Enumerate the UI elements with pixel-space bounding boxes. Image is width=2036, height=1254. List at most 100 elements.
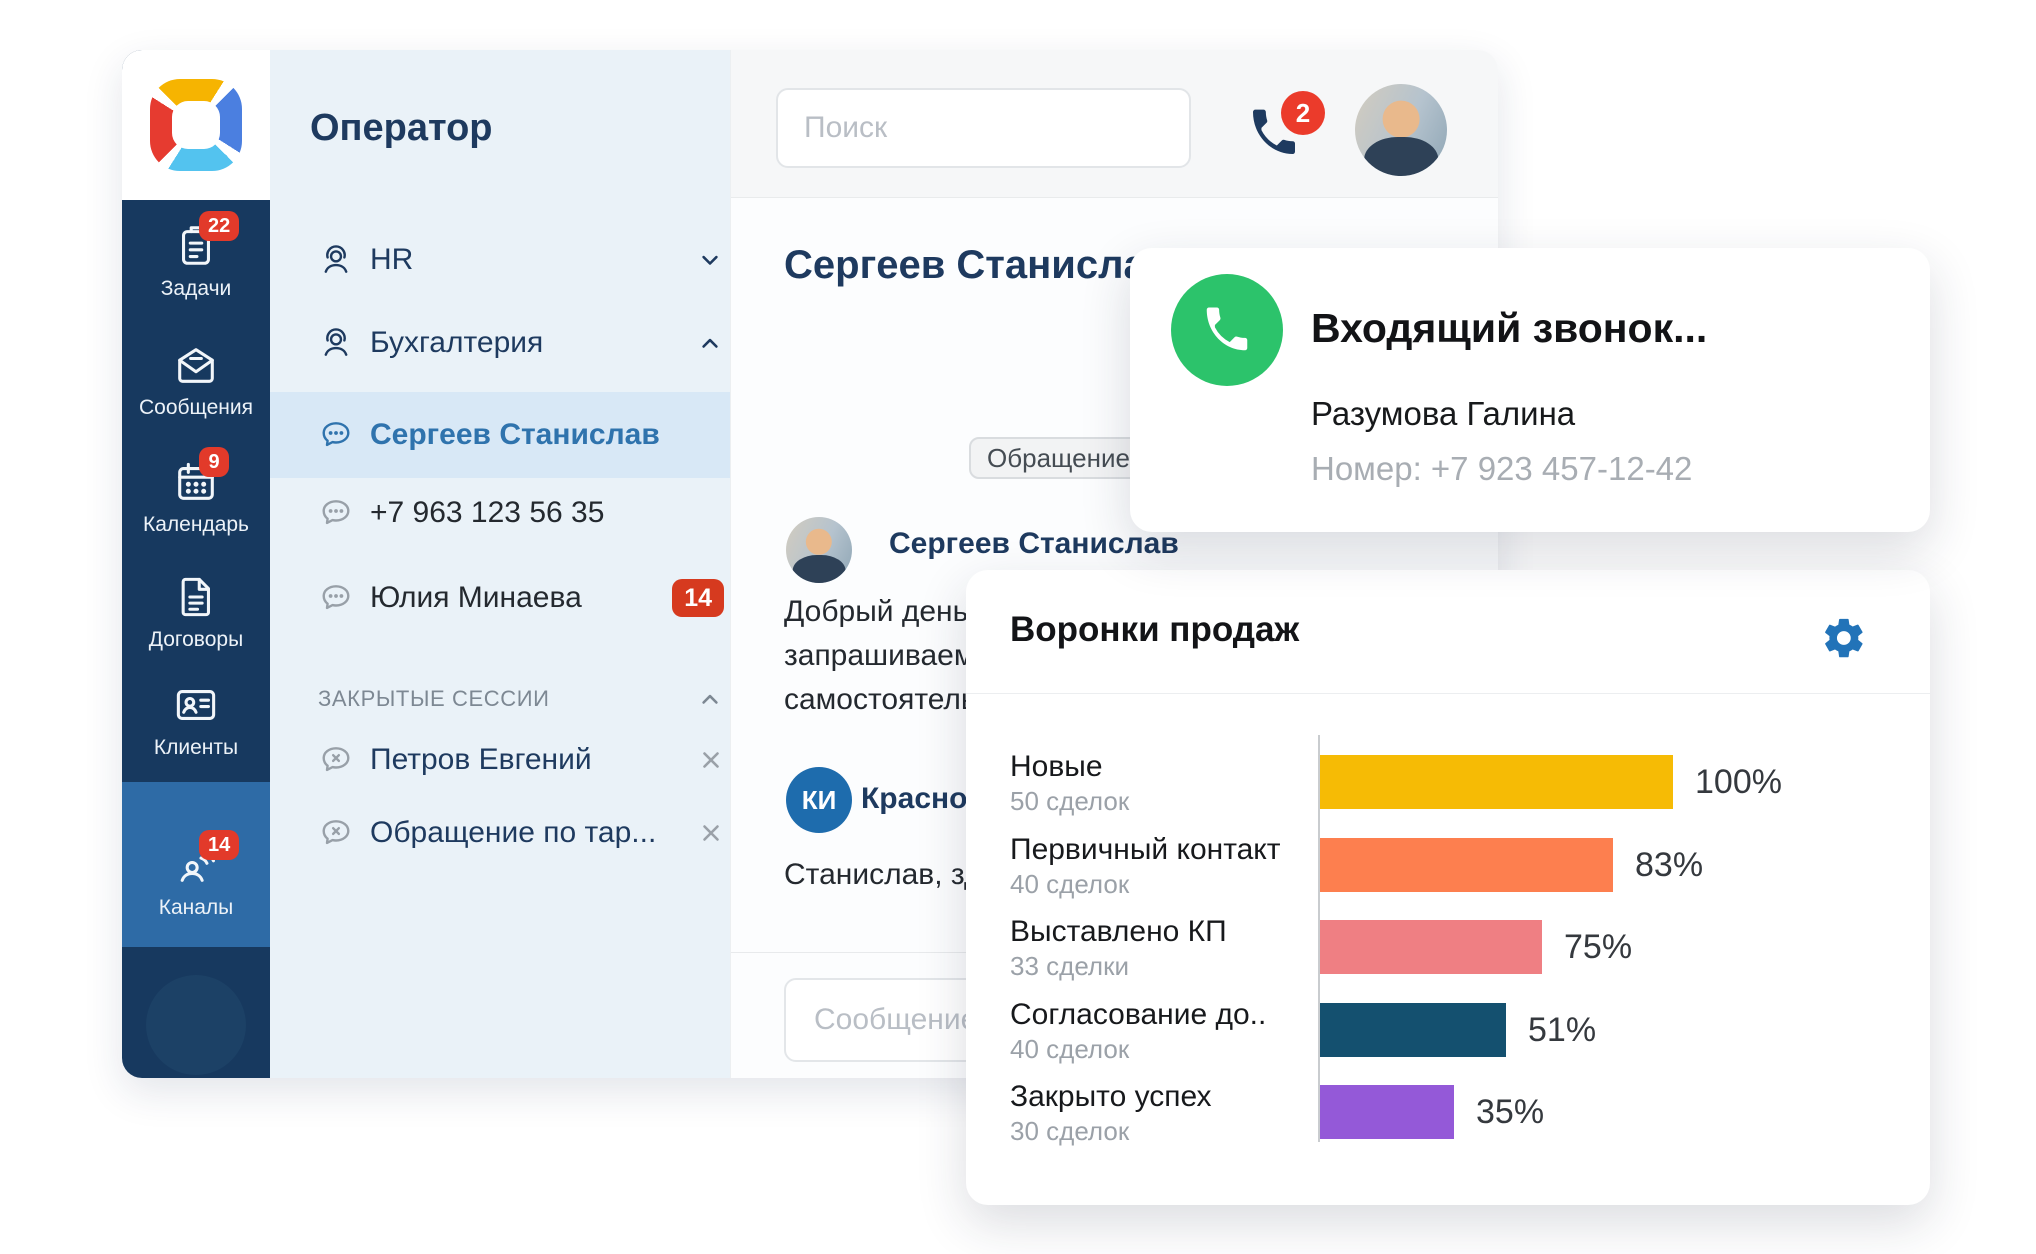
- stage-percent: 51%: [1528, 1010, 1597, 1049]
- agent-icon: [318, 242, 354, 278]
- chat-bubble-icon: [318, 417, 354, 453]
- calendar-icon: 9: [173, 447, 229, 505]
- message-line: Добрый день!: [784, 595, 977, 628]
- sidebar-item-contracts[interactable]: Договоры: [122, 574, 270, 652]
- message-author: Сергеев Станислав: [889, 527, 1179, 560]
- chevron-down-icon[interactable]: [696, 246, 724, 274]
- message-text: Станислав, зд: [784, 853, 981, 897]
- divider: [966, 693, 1930, 694]
- panel-title: Оператор: [310, 107, 493, 149]
- group-row-hr[interactable]: HR: [318, 235, 724, 285]
- message-avatar-initials: КИ: [786, 767, 852, 833]
- incoming-call-popup[interactable]: Входящий звонок... Разумова Галина Номер…: [1130, 248, 1930, 532]
- messages-label: Сообщения: [139, 396, 253, 419]
- chat-label-selected: Сергеев Станислав: [370, 418, 660, 451]
- call-popup-title: Входящий звонок...: [1311, 305, 1708, 351]
- stage-percent: 83%: [1635, 845, 1704, 884]
- stage-bar[interactable]: [1320, 1085, 1454, 1139]
- operator-panel: Оператор HR Бухгалтерия Сергеев С: [270, 50, 730, 1078]
- stage-percent: 35%: [1476, 1092, 1545, 1131]
- logo-cell: [122, 50, 270, 200]
- group-row-accounting[interactable]: Бухгалтерия: [318, 318, 724, 368]
- calendar-label: Календарь: [143, 513, 249, 536]
- gear-icon[interactable]: [1821, 615, 1867, 661]
- stage-percent: 100%: [1695, 762, 1782, 801]
- group-label: Бухгалтерия: [370, 326, 544, 359]
- close-icon[interactable]: [698, 747, 724, 773]
- stage-deals: 40 сделок: [1010, 1034, 1130, 1064]
- chevron-up-icon[interactable]: [696, 685, 724, 713]
- sidebar-item-channels[interactable]: 14 Каналы: [122, 782, 270, 947]
- funnel-stage-row: Новые 50 сделок 100%: [966, 738, 1930, 822]
- phone-icon[interactable]: [1246, 105, 1302, 161]
- contracts-icon: [173, 574, 219, 620]
- funnel-stage-row: Согласование до.. 40 сделок 51%: [966, 986, 1930, 1070]
- chat-bubble-x-icon: [318, 742, 354, 778]
- message-text: Добрый день! запрашиваем самостоятель: [784, 590, 977, 722]
- caller-number: Номер: +7 923 457-12-42: [1311, 450, 1693, 487]
- calls-count-badge: 2: [1281, 91, 1325, 135]
- message-avatar: [786, 517, 852, 583]
- channels-badge: 14: [199, 830, 240, 860]
- chat-bubble-x-icon: [318, 815, 354, 851]
- chat-label: Юлия Минаева: [370, 581, 582, 614]
- closed-session-label: Петров Евгений: [370, 743, 592, 776]
- main-header: 2: [731, 50, 1498, 198]
- closed-sessions-header[interactable]: ЗАКРЫТЫЕ СЕССИИ: [318, 682, 724, 716]
- chat-title: Сергеев Станислав: [784, 243, 1171, 287]
- agent-icon: [318, 325, 354, 361]
- channels-icon: 14: [173, 830, 240, 888]
- unread-badge: 14: [672, 579, 724, 617]
- chart-axis: [1318, 735, 1320, 1142]
- chat-row-sergeev[interactable]: Сергеев Станислав: [318, 410, 724, 460]
- stage-label: Согласование до..: [1010, 998, 1267, 1031]
- sales-funnel-popup: Воронки продаж Новые 50 сделок 100% Перв…: [966, 570, 1930, 1205]
- user-avatar[interactable]: [1355, 84, 1447, 176]
- funnel-stage-row: Выставлено КП 33 сделки 75%: [966, 903, 1930, 987]
- message-line: запрашиваем: [784, 639, 975, 672]
- closed-session-row-tariff[interactable]: Обращение по тар...: [318, 808, 724, 858]
- calendar-badge: 9: [199, 447, 229, 477]
- message-line: самостоятель: [784, 683, 977, 716]
- closed-session-row-petrov[interactable]: Петров Евгений: [318, 735, 724, 785]
- chat-bubble-icon: [318, 495, 354, 531]
- sidebar-item-tasks[interactable]: 22 Задачи: [122, 211, 270, 301]
- stage-label: Выставлено КП: [1010, 915, 1227, 948]
- chat-label: +7 963 123 56 35: [370, 496, 605, 529]
- stage-bar[interactable]: [1320, 1003, 1506, 1057]
- stage-bar[interactable]: [1320, 920, 1542, 974]
- channels-label: Каналы: [158, 896, 234, 919]
- call-green-phone-icon[interactable]: [1171, 274, 1283, 386]
- message-line: Станислав, зд: [784, 858, 982, 891]
- chat-row-phone-number[interactable]: +7 963 123 56 35: [318, 488, 724, 538]
- sidebar-item-messages[interactable]: Сообщения: [122, 342, 270, 420]
- messages-icon: [173, 342, 219, 388]
- stage-label: Закрыто успех: [1010, 1080, 1212, 1113]
- stage-deals: 40 сделок: [1010, 869, 1130, 899]
- sidebar-item-clients[interactable]: Клиенты: [122, 682, 270, 760]
- stage-deals: 33 сделки: [1010, 951, 1129, 981]
- chat-bubble-icon: [318, 580, 354, 616]
- tasks-icon: 22: [173, 211, 240, 269]
- clients-label: Клиенты: [153, 736, 239, 759]
- rail-avatar-placeholder[interactable]: [146, 975, 246, 1075]
- caller-name: Разумова Галина: [1311, 395, 1576, 432]
- app-logo-icon[interactable]: [150, 79, 242, 171]
- group-label: HR: [370, 243, 414, 276]
- funnel-title: Воронки продаж: [1010, 610, 1300, 649]
- chat-row-yulia[interactable]: Юлия Минаева 14: [318, 573, 724, 623]
- clients-icon: [173, 682, 219, 728]
- tasks-label: Задачи: [160, 277, 232, 300]
- stage-bar[interactable]: [1320, 755, 1673, 809]
- stage-bar[interactable]: [1320, 838, 1613, 892]
- closed-session-label: Обращение по тар...: [370, 816, 657, 849]
- close-icon[interactable]: [698, 820, 724, 846]
- stage-label: Новые: [1010, 750, 1103, 783]
- search-input[interactable]: [776, 88, 1191, 168]
- funnel-stage-row: Закрыто успех 30 сделок 35%: [966, 1068, 1930, 1152]
- chevron-up-icon[interactable]: [696, 329, 724, 357]
- stage-deals: 30 сделок: [1010, 1116, 1130, 1146]
- contracts-label: Договоры: [148, 628, 244, 651]
- sidebar-item-calendar[interactable]: 9 Календарь: [122, 447, 270, 537]
- selected-row-highlight: [270, 392, 730, 478]
